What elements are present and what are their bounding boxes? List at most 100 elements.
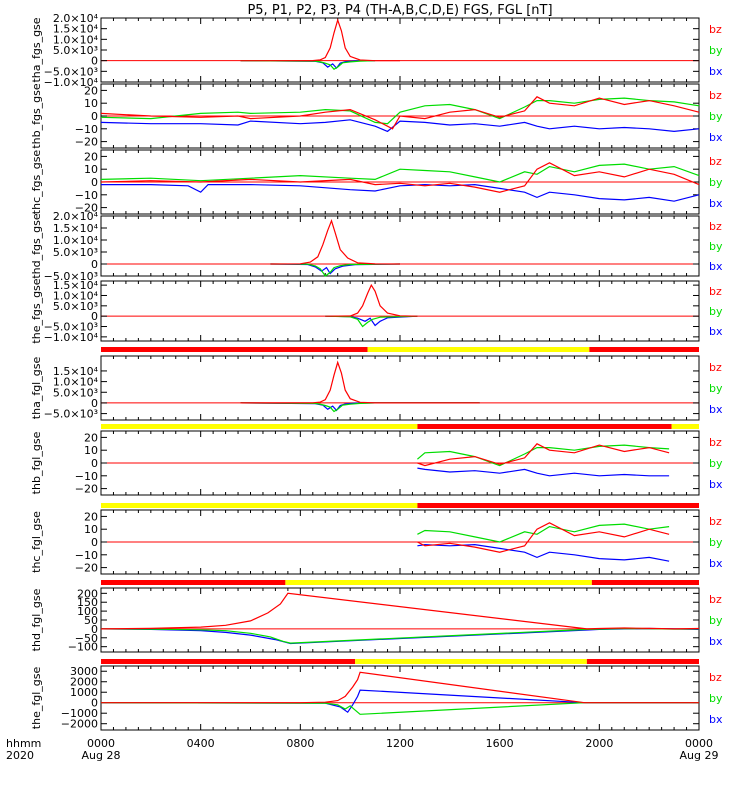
series-line-bx	[100, 627, 700, 645]
y-tick-label: 3000	[70, 665, 98, 678]
x-date-label: Aug 28	[82, 749, 121, 762]
state-bar-4-segment-2	[586, 659, 699, 664]
panels: 2.0×10⁴1.5×10⁴1.0×10⁴5.0×10³0−5.0×10³−1.…	[30, 12, 723, 731]
legend-label-by: by	[709, 110, 723, 123]
series-line-bx	[417, 467, 670, 477]
y-tick-label: 0	[91, 697, 98, 710]
y-tick-label: 0	[91, 110, 98, 123]
series-line-bz	[101, 671, 699, 704]
series-line-bz	[100, 592, 700, 630]
state-bar-0-segment-1	[367, 347, 590, 352]
legend-label-bx: bx	[709, 557, 723, 570]
state-bar-0-segment-0	[101, 347, 368, 352]
legend-label-bz: bz	[709, 593, 722, 606]
legend-label-bx: bx	[709, 260, 723, 273]
y-tick-label: 1.5×10⁴	[53, 23, 99, 36]
series-line-bz	[417, 443, 670, 467]
series-line-by	[240, 60, 376, 70]
y-tick-label: −100	[68, 641, 98, 654]
legend-label-bx: bx	[709, 635, 723, 648]
y-tick-label: 0	[91, 536, 98, 549]
series-line-bz	[325, 283, 418, 317]
series-line-by	[100, 97, 700, 125]
y-tick-label: −20	[75, 562, 98, 575]
panel-the_fgs_gse: 1.5×10⁴1.0×10⁴5.0×10³0−5.0×10³−1.0×10⁴th…	[30, 278, 723, 344]
state-bar-2-segment-1	[417, 503, 699, 508]
series-line-by	[270, 263, 401, 277]
y-tick-label: 5.0×10³	[53, 44, 98, 57]
y-axis-label: thd_fgs_gse	[30, 213, 43, 279]
y-tick-label: 10	[84, 163, 98, 176]
y-axis-label: thb_fgl_gse	[30, 431, 43, 494]
series-line-bz	[417, 522, 670, 553]
panel-frame	[100, 665, 700, 731]
legend-label-bz: bz	[709, 361, 722, 374]
y-tick-label: 100	[77, 605, 98, 618]
state-bar-1-segment-1	[417, 424, 672, 429]
legend-label-bz: bz	[709, 155, 722, 168]
series-line-bz	[240, 18, 400, 62]
legend-label-bx: bx	[709, 131, 723, 144]
state-bar-0-segment-2	[589, 347, 699, 352]
y-tick-label: −5.0×10³	[44, 321, 98, 334]
y-tick-label: 10	[84, 97, 98, 110]
y-tick-label: 200	[77, 587, 98, 600]
legend-label-bz: bz	[709, 436, 722, 449]
state-bar-3-segment-2	[591, 580, 699, 585]
y-tick-label: −20	[75, 202, 98, 215]
y-tick-label: −2000	[61, 718, 98, 731]
legend-label-bx: bx	[709, 65, 723, 78]
legend-label-by: by	[709, 44, 723, 57]
legend-label-by: by	[709, 457, 723, 470]
y-axis-label: thd_fgl_gse	[30, 588, 43, 651]
y-tick-label: −10	[75, 123, 98, 136]
y-axis-label: thc_fgl_gse	[30, 511, 43, 573]
panel-frame	[100, 17, 700, 83]
panel-frame	[100, 587, 700, 653]
chart-title: P5, P1, P2, P3, P4 (TH-A,B,C,D,E) FGS, F…	[247, 3, 552, 18]
x-date-label: Aug 29	[680, 749, 719, 762]
y-axis-label: tha_fgs_gse	[30, 17, 43, 82]
series-line-bz	[270, 218, 401, 265]
legend-label-by: by	[709, 692, 723, 705]
x-tick-label: 0800	[286, 737, 314, 750]
y-axis-label: thc_fgs_gse	[30, 150, 43, 215]
legend-label-by: by	[709, 176, 723, 189]
y-tick-label: 10	[84, 523, 98, 536]
y-tick-label: −1000	[61, 707, 98, 720]
legend-label-bx: bx	[709, 325, 723, 338]
y-tick-label: 150	[77, 596, 98, 609]
y-tick-label: 10	[84, 444, 98, 457]
y-tick-label: 0	[91, 258, 98, 271]
state-bar-1-segment-2	[671, 424, 699, 429]
y-axis-label: the_fgs_gse	[30, 278, 43, 343]
y-tick-label: 20	[84, 431, 98, 444]
y-tick-label: 50	[84, 614, 98, 627]
series-line-by	[417, 523, 670, 543]
y-tick-label: 1.0×10⁴	[53, 289, 99, 302]
y-tick-label: 0	[91, 457, 98, 470]
state-bar-4-segment-1	[355, 659, 587, 664]
y-tick-label: 0	[91, 623, 98, 636]
legend-label-bx: bx	[709, 197, 723, 210]
legend-label-by: by	[709, 305, 723, 318]
series-line-bx	[325, 315, 418, 327]
x-tick-label: 0000	[685, 737, 713, 750]
panel-tha_fgl_gse: 1.5×10⁴1.0×10⁴5.0×10³0−5.0×10³tha_fgl_gs…	[30, 355, 723, 421]
state-bar-3-segment-1	[285, 580, 592, 585]
y-tick-label: −10	[75, 549, 98, 562]
y-tick-label: −50	[75, 632, 98, 645]
legend-label-by: by	[709, 536, 723, 549]
legend-label-bx: bx	[709, 478, 723, 491]
y-tick-label: −1.0×10⁴	[44, 331, 99, 344]
state-bar-3-segment-0	[101, 580, 286, 585]
legend-label-bz: bz	[709, 515, 722, 528]
legend-label-by: by	[709, 614, 723, 627]
panel-frame	[100, 280, 700, 342]
legend-label-bz: bz	[709, 285, 722, 298]
y-tick-label: 2000	[70, 676, 98, 689]
x-corner-label: 2020	[6, 749, 34, 762]
series-line-by	[100, 163, 700, 183]
